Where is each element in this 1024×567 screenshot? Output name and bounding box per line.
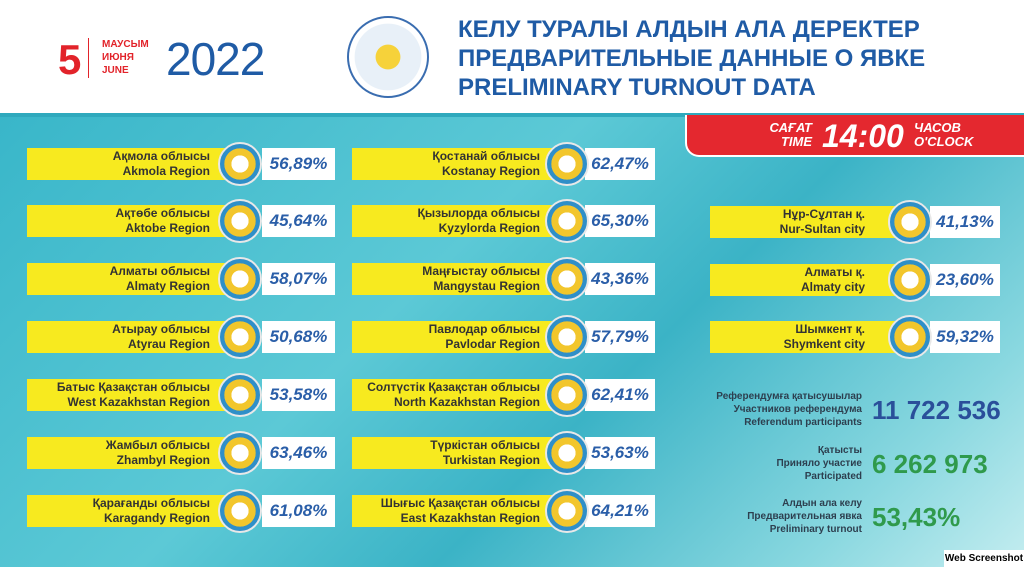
turnout-percent: 53,63%: [585, 437, 655, 469]
region-name: Алматы қ. Almaty city: [710, 264, 895, 296]
stat-label: Алдын ала келу Предварительная явка Prelim…: [747, 498, 862, 535]
stat-value: 6 262 973: [872, 449, 988, 479]
region-name: Нұр-Сұлтан қ. Nur-Sultan city: [710, 206, 895, 238]
turnout-percent: 62,41%: [585, 379, 655, 411]
time-label-left: САҒАТ TIME: [769, 120, 812, 149]
region-name: Ақтөбе облысы Aktobe Region: [27, 205, 240, 237]
stat-label: Референдумға қатысушылар Участников рефер…: [716, 391, 862, 428]
turnout-percent: 41,13%: [930, 206, 1000, 238]
region-name: Жамбыл облысы Zhambyl Region: [27, 437, 240, 469]
region-emblem-icon: [545, 257, 589, 301]
turnout-percent: 58,07%: [262, 263, 335, 295]
region-name: Алматы облысы Almaty Region: [27, 263, 240, 295]
region-name: Солтүстік Қазақстан облысы North Kazakhst…: [352, 379, 570, 411]
region-emblem-icon: [218, 373, 262, 417]
title-en: PRELIMINARY TURNOUT DATA: [458, 74, 816, 101]
stat-value: 11 722 536: [872, 395, 1001, 425]
watermark: Web Screenshot: [944, 550, 1024, 567]
title-ru: ПРЕДВАРИТЕЛЬНЫЕ ДАННЫЕ О ЯВКЕ: [458, 45, 926, 72]
turnout-percent: 62,47%: [585, 148, 655, 180]
region-emblem-icon: [545, 199, 589, 243]
region-emblem-icon: [218, 431, 262, 475]
region-emblem-icon: [888, 258, 932, 302]
region-emblem-icon: [888, 200, 932, 244]
date-months: МАУСЫМ ИЮНЯ JUNE: [102, 38, 149, 77]
region-emblem-icon: [218, 257, 262, 301]
region-name: Атырау облысы Atyrau Region: [27, 321, 240, 353]
region-name: Шығыс Қазақстан облысы East Kazakhstan Re…: [352, 495, 570, 527]
turnout-percent: 65,30%: [585, 205, 655, 237]
turnout-percent: 23,60%: [930, 264, 1000, 296]
month-kz: МАУСЫМ: [102, 39, 149, 50]
month-en: JUNE: [102, 65, 129, 76]
date-day: 5: [58, 36, 82, 83]
region-name: Қостанай облысы Kostanay Region: [352, 148, 570, 180]
region-emblem-icon: [545, 489, 589, 533]
turnout-percent: 43,36%: [585, 263, 655, 295]
stat-value: 53,43%: [872, 502, 961, 532]
month-ru: ИЮНЯ: [102, 52, 134, 63]
stat-label: Қатысты Приняло участие Participated: [776, 445, 862, 482]
turnout-percent: 53,58%: [262, 379, 335, 411]
header: 5 МАУСЫМ ИЮНЯ JUNE 2022 КЕЛУ ТУРАЛЫ АЛДЫ…: [0, 0, 1024, 113]
region-emblem-icon: [545, 142, 589, 186]
turnout-percent: 57,79%: [585, 321, 655, 353]
time-label-right: ЧАСОВ O'CLOCK: [914, 120, 974, 149]
turnout-percent: 56,89%: [262, 148, 335, 180]
region-name: Шымкент қ. Shymkent city: [710, 321, 895, 353]
region-name: Ақмола облысы Akmola Region: [27, 148, 240, 180]
region-name: Қарағанды облысы Karagandy Region: [27, 495, 240, 527]
date-year: 2022: [166, 33, 265, 85]
region-emblem-icon: [218, 199, 262, 243]
region-emblem-icon: [218, 315, 262, 359]
region-emblem-icon: [888, 315, 932, 359]
time-value: 14:00: [822, 118, 904, 154]
title-kz: КЕЛУ ТУРАЛЫ АЛДЫН АЛА ДЕРЕКТЕР: [458, 16, 920, 43]
region-emblem-icon: [218, 489, 262, 533]
turnout-percent: 61,08%: [262, 495, 335, 527]
region-emblem-icon: [545, 373, 589, 417]
turnout-percent: 63,46%: [262, 437, 335, 469]
time-banner: САҒАТ TIME 14:00 ЧАСОВ O'CLOCK: [685, 115, 1024, 157]
region-name: Түркістан облысы Turkistan Region: [352, 437, 570, 469]
turnout-percent: 59,32%: [930, 321, 1000, 353]
turnout-percent: 64,21%: [585, 495, 655, 527]
divider: [88, 38, 89, 78]
election-commission-emblem-icon: [347, 16, 429, 98]
region-name: Павлодар облысы Pavlodar Region: [352, 321, 570, 353]
region-name: Қызылорда облысы Kyzylorda Region: [352, 205, 570, 237]
region-emblem-icon: [545, 315, 589, 359]
region-emblem-icon: [218, 142, 262, 186]
region-name: Маңғыстау облысы Mangystau Region: [352, 263, 570, 295]
region-name: Батыс Қазақстан облысы West Kazakhstan Re…: [27, 379, 240, 411]
turnout-percent: 45,64%: [262, 205, 335, 237]
page-title: КЕЛУ ТУРАЛЫ АЛДЫН АЛА ДЕРЕКТЕР ПРЕДВАРИТ…: [458, 15, 925, 102]
turnout-percent: 50,68%: [262, 321, 335, 353]
region-emblem-icon: [545, 431, 589, 475]
